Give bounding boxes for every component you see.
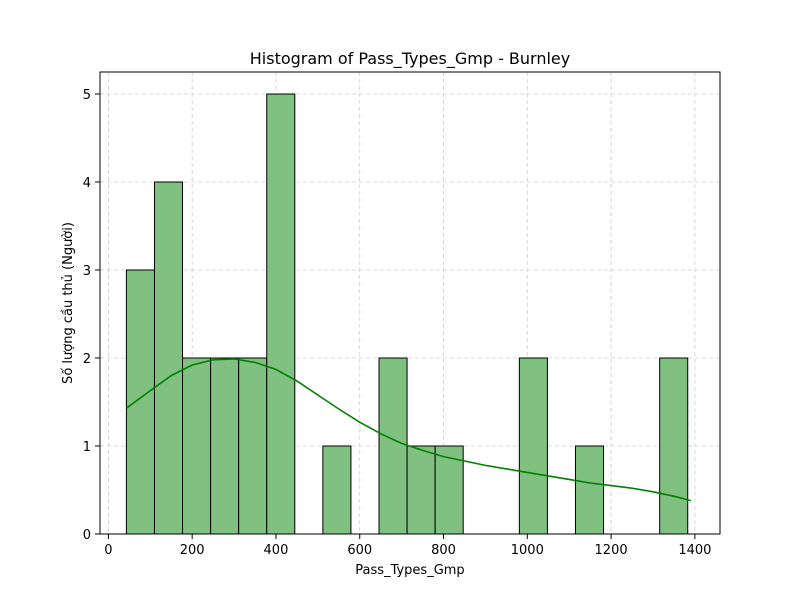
x-axis-label: Pass_Types_Gmp (355, 563, 464, 578)
histogram-bar (210, 357, 240, 535)
y-tick-label: 2 (83, 352, 91, 367)
y-tick-label: 5 (83, 88, 91, 103)
x-ticks: 0 200 400 600 800 1000 1200 1400 (104, 534, 711, 558)
y-tick-label: 0 (83, 528, 91, 543)
histogram-bar (406, 445, 436, 535)
x-tick-label: 800 (431, 543, 456, 558)
histogram-bar (574, 445, 605, 535)
y-ticks: 0 1 2 3 4 5 (83, 88, 100, 543)
kde-curve (125, 358, 691, 502)
kde-layer (125, 358, 691, 502)
x-tick-label: 1000 (511, 543, 544, 558)
histogram-bar (659, 357, 689, 535)
histogram-bar (378, 357, 408, 535)
y-tick-label: 4 (83, 176, 91, 191)
y-tick-label: 3 (83, 264, 91, 279)
histogram-bar (322, 445, 352, 535)
axes-frame (99, 71, 721, 535)
x-tick-label: 1200 (595, 543, 628, 558)
x-tick-label: 0 (104, 543, 112, 558)
histogram-bar (518, 357, 548, 535)
x-tick-label: 200 (180, 543, 205, 558)
x-tick-label: 600 (347, 543, 372, 558)
histogram-bar (125, 269, 155, 535)
histogram-bar (266, 93, 296, 535)
histogram-bar (238, 357, 268, 535)
histogram-bar (182, 357, 212, 535)
x-tick-label: 400 (264, 543, 289, 558)
y-axis-label: Số lượng cầu thủ (Người) (61, 222, 76, 384)
histogram-bar (153, 181, 184, 535)
chart-title: Histogram of Pass_Types_Gmp - Burnley (250, 49, 570, 69)
y-tick-label: 1 (83, 440, 91, 455)
x-tick-label: 1400 (678, 543, 711, 558)
